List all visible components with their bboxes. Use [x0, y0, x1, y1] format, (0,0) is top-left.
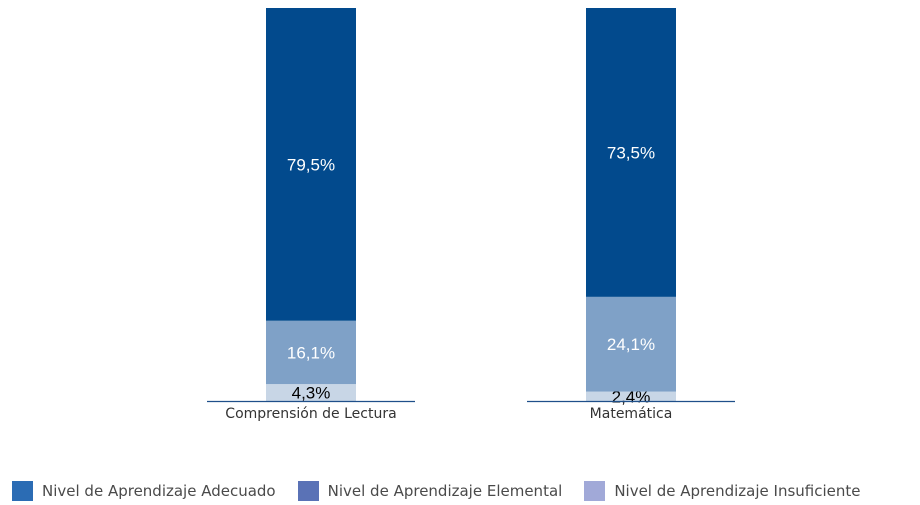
- legend-item-elemental: Nivel de Aprendizaje Elemental: [297, 481, 563, 501]
- legend-swatch-insuficiente: [584, 481, 606, 501]
- data-label-nivel-de-aprendizaje-elemental-matematica: 24,1%: [607, 335, 655, 354]
- bar-segment-nivel-de-aprendizaje-adecuado-matematica: [586, 8, 676, 297]
- category-label-matematica: Matemática: [590, 406, 673, 422]
- bar-segment-nivel-de-aprendizaje-elemental-matematica: [586, 296, 676, 392]
- category-label-comprension-de-lectura: Comprensión de Lectura: [225, 406, 396, 422]
- legend-label-elemental: Nivel de Aprendizaje Elemental: [327, 482, 563, 500]
- data-label-nivel-de-aprendizaje-elemental-comprension-de-lectura: 16,1%: [287, 343, 335, 362]
- bar-segment-nivel-de-aprendizaje-insuficiente-matematica: [586, 391, 676, 401]
- bar-segment-nivel-de-aprendizaje-adecuado-comprension-de-lectura: [266, 8, 356, 321]
- bar-segment-nivel-de-aprendizaje-insuficiente-comprension-de-lectura: [266, 384, 356, 401]
- data-label-nivel-de-aprendizaje-adecuado-comprension-de-lectura: 79,5%: [287, 155, 335, 174]
- legend-swatch-adecuado: [12, 481, 33, 501]
- stacked-bar-chart: 4,3%16,1%79,5%Comprensión de Lectura2,4%…: [207, 8, 735, 422]
- legend-label-adecuado: Nivel de Aprendizaje Adecuado: [42, 482, 276, 500]
- data-label-nivel-de-aprendizaje-adecuado-matematica: 73,5%: [607, 143, 655, 162]
- legend-label-insuficiente: Nivel de Aprendizaje Insuficiente: [614, 482, 861, 500]
- legend-item-insuficiente: Nivel de Aprendizaje Insuficiente: [584, 481, 861, 501]
- legend-item-adecuado: Nivel de Aprendizaje Adecuado: [12, 481, 276, 501]
- data-label-nivel-de-aprendizaje-insuficiente-comprension-de-lectura: 4,3%: [292, 384, 331, 403]
- legend-swatch-elemental: [297, 481, 319, 501]
- chart-legend: Nivel de Aprendizaje Adecuado Nivel de A…: [12, 479, 861, 503]
- bar-segment-nivel-de-aprendizaje-elemental-comprension-de-lectura: [266, 320, 356, 385]
